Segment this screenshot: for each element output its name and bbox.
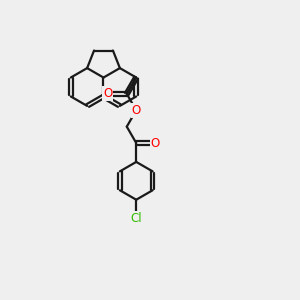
Text: O: O <box>151 136 160 149</box>
Text: Cl: Cl <box>130 212 142 225</box>
Text: O: O <box>103 87 112 101</box>
Text: O: O <box>132 104 141 117</box>
